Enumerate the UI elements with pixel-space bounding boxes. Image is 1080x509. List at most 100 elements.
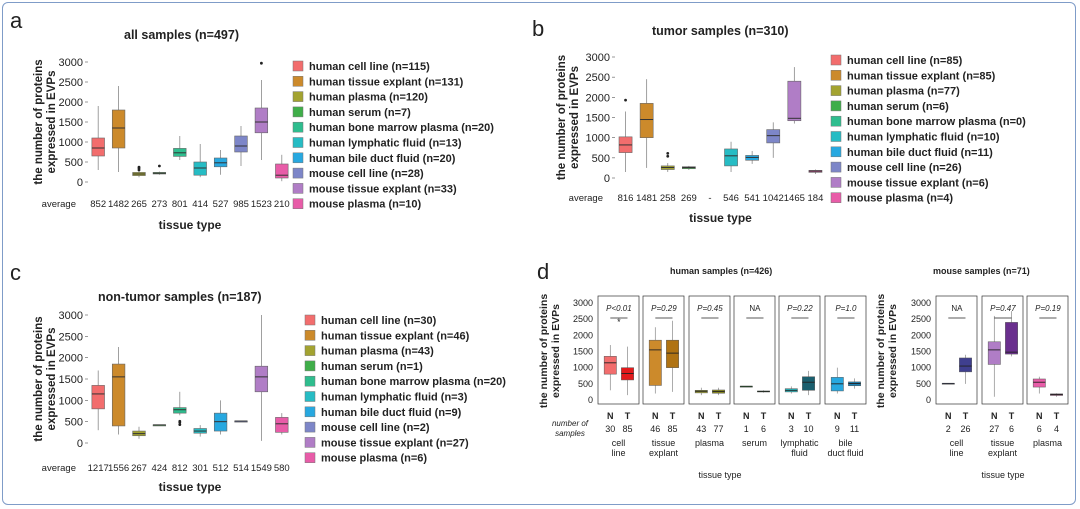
box [959,357,972,373]
y-tick-label: 1500 [911,347,931,357]
group-N-label: N [834,411,841,421]
legend-swatch [830,85,842,96]
sample-count-N: 9 [835,424,840,434]
legend-entry: human bile duct fluid (n=9) [321,407,462,419]
legend-swatch [304,360,316,372]
average-value: 812 [172,463,188,474]
average-value: 301 [192,463,208,474]
legend-swatch [292,198,304,209]
group-T-label: T [670,411,676,421]
box [766,129,781,144]
box [254,365,269,393]
legend-swatch [304,345,316,356]
p-value: P=0.47 [990,304,1016,313]
y-tick-label: 1000 [59,137,83,149]
tissue-name-line1: cell [612,438,626,448]
box [91,385,105,410]
box [275,417,289,433]
average-value: 1482 [108,199,129,210]
y-axis-label: the number of proteins expressed in EVPs [33,316,58,441]
tissue-name-line1: lymphatic [780,438,819,448]
y-tick-label: 2500 [573,314,593,324]
average-value: 424 [151,463,167,474]
legend-entry: human bile duct fluid (n=20) [309,153,456,165]
tissue-name: plasma [1033,438,1062,448]
box [603,356,617,375]
legend-entry: human bone marrow plasma (n=20) [309,122,494,134]
legend-entry: mouse tissue explant (n=33) [309,183,457,195]
chart-title: non-tumor samples (n=187) [98,290,262,304]
y-tick-label: 0 [77,438,83,450]
legend-entry: human plasma (n=120) [309,92,428,104]
facet-frame [824,295,867,405]
legend-swatch [304,437,316,448]
legend-entry: human bone marrow plasma (n=20) [321,376,506,388]
box [987,341,1001,365]
y-tick-label: 2500 [911,314,931,324]
y-axis-label-line1: the number of proteins [875,294,887,408]
y-tick-label: 3000 [573,298,593,308]
legend-entry: mouse tissue explant (n=27) [321,437,469,449]
y-axis-label-line1: the number of proteins [556,55,568,180]
legend-swatch [292,183,304,194]
tissue-name-line2: line [949,448,963,458]
number-of-samples-line1: number of [552,419,589,428]
box-outlier [260,61,263,65]
y-tick-label: 0 [926,395,931,405]
p-value: P=0.29 [651,304,677,313]
sample-count-N: 3 [789,424,794,434]
human-samples-title: human samples (n=426) [670,266,772,276]
average-value: 985 [233,199,249,210]
legend-swatch [304,452,316,463]
average-value: 852 [90,199,106,210]
legend-swatch [304,314,316,326]
facet-frame [597,295,640,405]
y-tick-label: 500 [578,379,593,389]
y-axis-label-line1: the number of proteins [33,59,45,184]
sample-count-T: 6 [761,424,766,434]
group-T-label: T [716,411,722,421]
legend-swatch [292,137,304,148]
number-of-samples-line2: samples [555,429,585,438]
legend-swatch [292,76,304,87]
y-tick-label: 1000 [586,133,610,145]
tissue-name-line1: bile [838,438,852,448]
tissue-name-line1: tissue [652,438,676,448]
average-value: 1523 [251,199,272,210]
box [639,103,654,138]
group-T-label: T [806,411,812,421]
legend-entry: human cell line (n=85) [847,55,963,67]
sample-count-T: 4 [1054,424,1059,434]
facet-frame [642,295,685,405]
facet-frame [778,295,821,405]
y-tick-label: 2500 [586,72,610,84]
average-value: 267 [131,463,147,474]
sample-count-T: 6 [1009,424,1014,434]
box [802,376,815,391]
group-N-label: N [652,411,659,421]
y-tick-label: 3000 [59,310,83,322]
average-value: 527 [213,199,229,210]
legend-entry: mouse cell line (n=26) [847,162,962,174]
y-tick-label: 1500 [573,347,593,357]
y-tick-label: 0 [588,395,593,405]
y-tick-label: 1000 [911,363,931,373]
legend-swatch [292,60,304,72]
y-tick-label: 2500 [59,77,83,89]
average-value: 269 [681,193,697,204]
average-value: 210 [274,199,290,210]
sample-count-N: 6 [1037,424,1042,434]
legend-swatch [304,375,316,387]
legend-swatch [304,330,316,341]
y-tick-label: 500 [65,417,83,429]
legend-entry: human tissue explant (n=85) [847,70,996,82]
average-value: 258 [660,193,676,204]
sample-count-T: 77 [714,424,724,434]
group-N-label: N [698,411,705,421]
box-outlier [666,151,670,155]
x-axis-label: tissue type [689,211,752,225]
legend-entry: human lymphatic fluid (n=10) [847,132,1000,144]
average-value: 816 [618,193,634,204]
group-N-label: N [788,411,795,421]
